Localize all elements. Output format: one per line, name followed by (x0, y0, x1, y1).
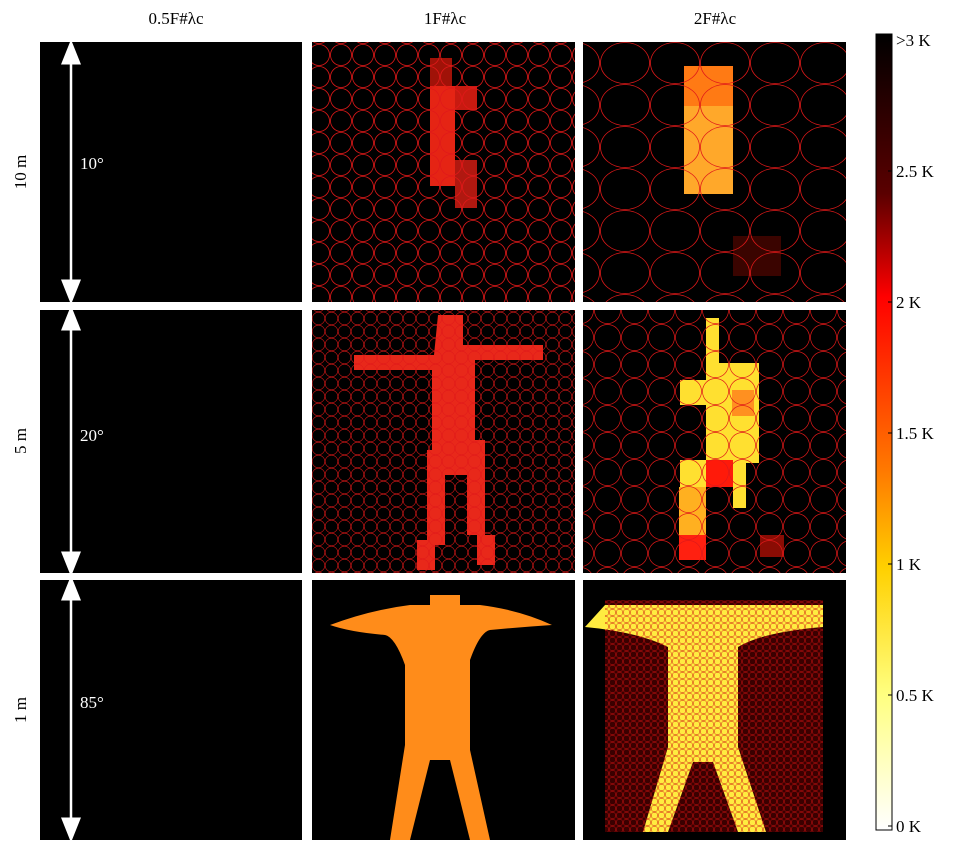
row-label: 5 m (11, 428, 30, 454)
heat-image (583, 42, 846, 302)
page: 0.5F#λc 1F#λc 2F#λc 10 m 5 m 1 m 10° 20°… (0, 0, 956, 845)
row-label: 1 m (11, 697, 30, 723)
figure: 0.5F#λc 1F#λc 2F#λc 10 m 5 m 1 m 10° 20°… (0, 0, 956, 840)
heat-image (312, 42, 575, 302)
heat-image (583, 310, 846, 573)
colorbar-label: 2.5 K (896, 162, 935, 181)
colorbar-label: 0.5 K (896, 686, 935, 705)
colorbar-label: >3 K (896, 31, 931, 50)
colorbar (876, 34, 892, 830)
angle-label: 85° (80, 693, 104, 712)
heat-image (312, 310, 575, 573)
angle-label: 20° (80, 426, 104, 445)
colorbar-label: 0 K (896, 817, 922, 836)
column-header: 2F#λc (694, 9, 737, 28)
column-header: 0.5F#λc (149, 9, 204, 28)
colorbar-label: 1 K (896, 555, 922, 574)
colorbar-ticks: >3 K 2.5 K 2 K 1.5 K 1 K 0.5 K 0 K (888, 31, 935, 836)
colorbar-label: 1.5 K (896, 424, 935, 443)
heat-image (585, 600, 823, 832)
row-label: 10 m (11, 155, 30, 189)
colorbar-label: 2 K (896, 293, 922, 312)
column-header: 1F#λc (424, 9, 467, 28)
angle-label: 10° (80, 154, 104, 173)
